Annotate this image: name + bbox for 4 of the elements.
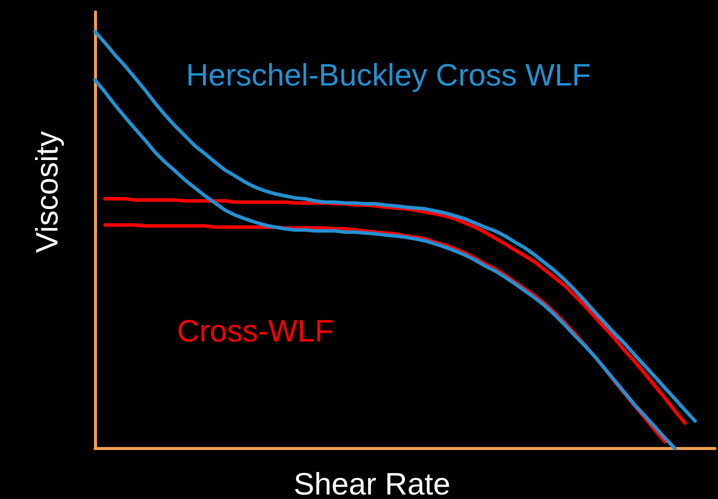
- x-axis-title: Shear Rate: [294, 466, 450, 499]
- text: Cross-WLF: [177, 314, 334, 348]
- y-axis-title: Viscosity: [30, 130, 64, 253]
- series-label: Herschel-Buckley Cross WLF: [186, 58, 591, 92]
